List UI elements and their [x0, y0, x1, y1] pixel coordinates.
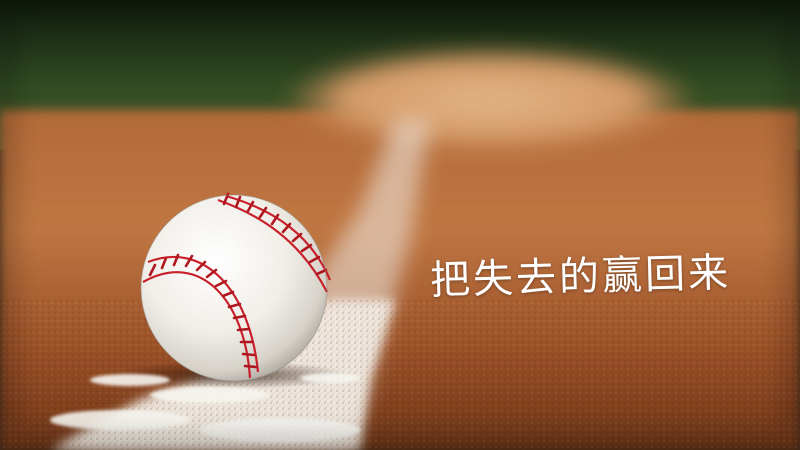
pitcher-mound	[280, 45, 700, 155]
baseball	[140, 192, 332, 382]
caption-text: 把失去的赢回来	[429, 250, 732, 304]
